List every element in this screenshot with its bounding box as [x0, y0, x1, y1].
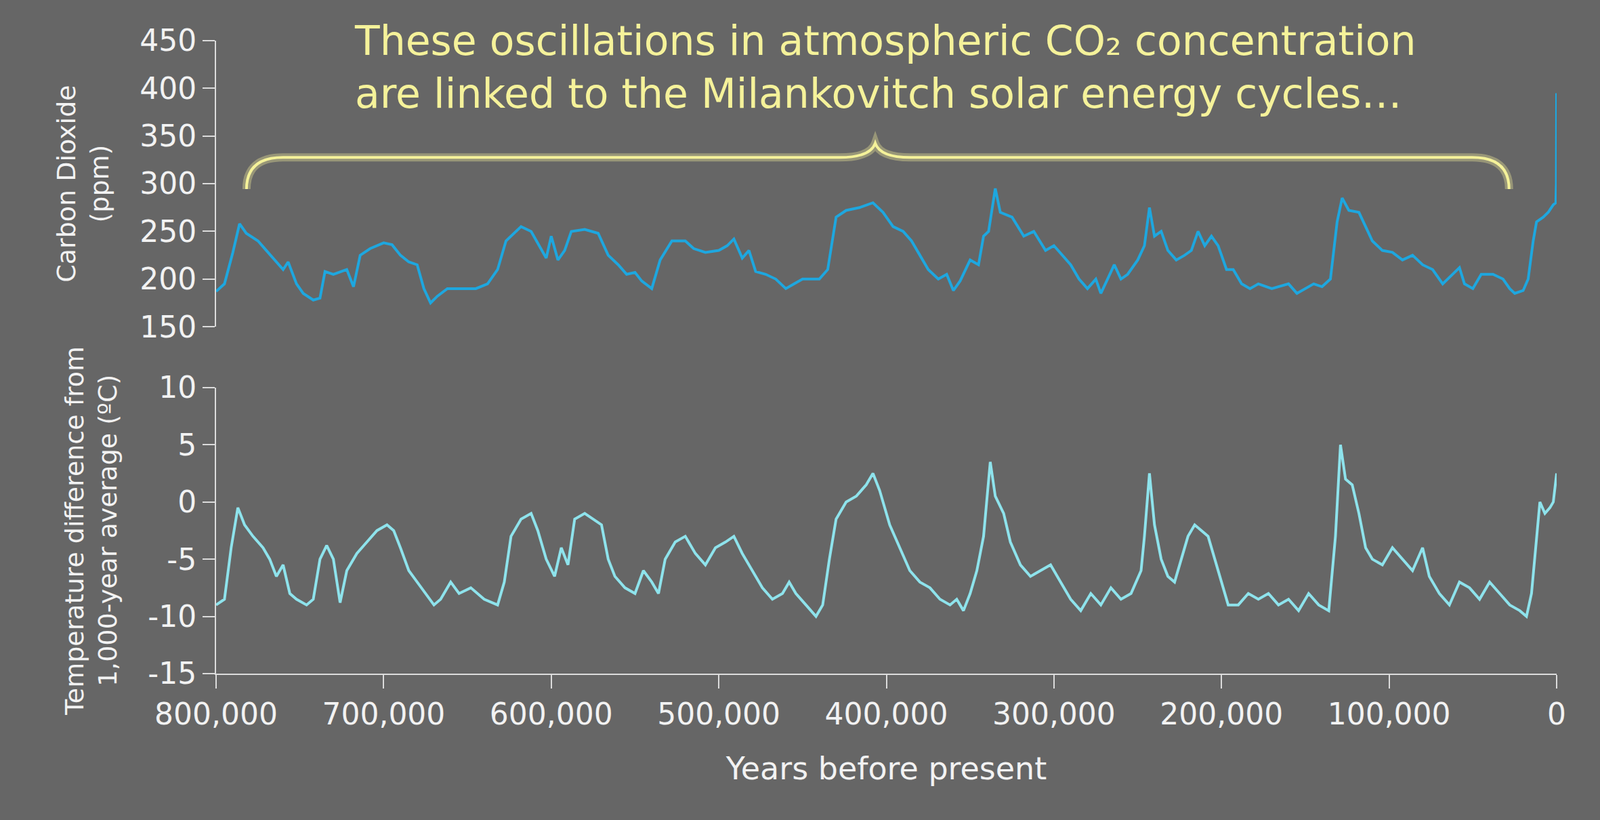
svg-text:400,000: 400,000 — [825, 696, 949, 731]
svg-text:400: 400 — [139, 71, 197, 106]
svg-text:350: 350 — [139, 118, 197, 154]
svg-text:Years before present: Years before present — [725, 749, 1048, 787]
svg-text:700,000: 700,000 — [321, 696, 446, 731]
svg-text:200: 200 — [139, 261, 197, 297]
svg-text:5: 5 — [177, 427, 197, 462]
svg-text:500,000: 500,000 — [657, 696, 781, 731]
svg-text:300,000: 300,000 — [992, 696, 1116, 731]
svg-text:250: 250 — [139, 214, 197, 249]
svg-text:800,000: 800,000 — [154, 696, 278, 731]
svg-text:-5: -5 — [166, 541, 197, 577]
svg-text:200,000: 200,000 — [1159, 696, 1283, 731]
svg-text:Temperature difference from1,0: Temperature difference from1,000-year av… — [59, 346, 123, 716]
svg-text:These oscillations in atmosphe: These oscillations in atmospheric CO₂ co… — [354, 16, 1417, 118]
svg-text:-10: -10 — [147, 598, 197, 634]
svg-text:0: 0 — [177, 484, 197, 519]
svg-text:0: 0 — [1547, 696, 1567, 731]
svg-text:150: 150 — [139, 309, 197, 345]
svg-text:450: 450 — [139, 23, 197, 58]
svg-text:-15: -15 — [147, 655, 197, 691]
svg-text:100,000: 100,000 — [1327, 696, 1451, 731]
svg-text:Carbon Dioxide(ppm): Carbon Dioxide(ppm) — [51, 84, 115, 282]
svg-text:600,000: 600,000 — [489, 696, 614, 731]
svg-text:10: 10 — [158, 369, 197, 405]
svg-text:300: 300 — [139, 165, 197, 201]
